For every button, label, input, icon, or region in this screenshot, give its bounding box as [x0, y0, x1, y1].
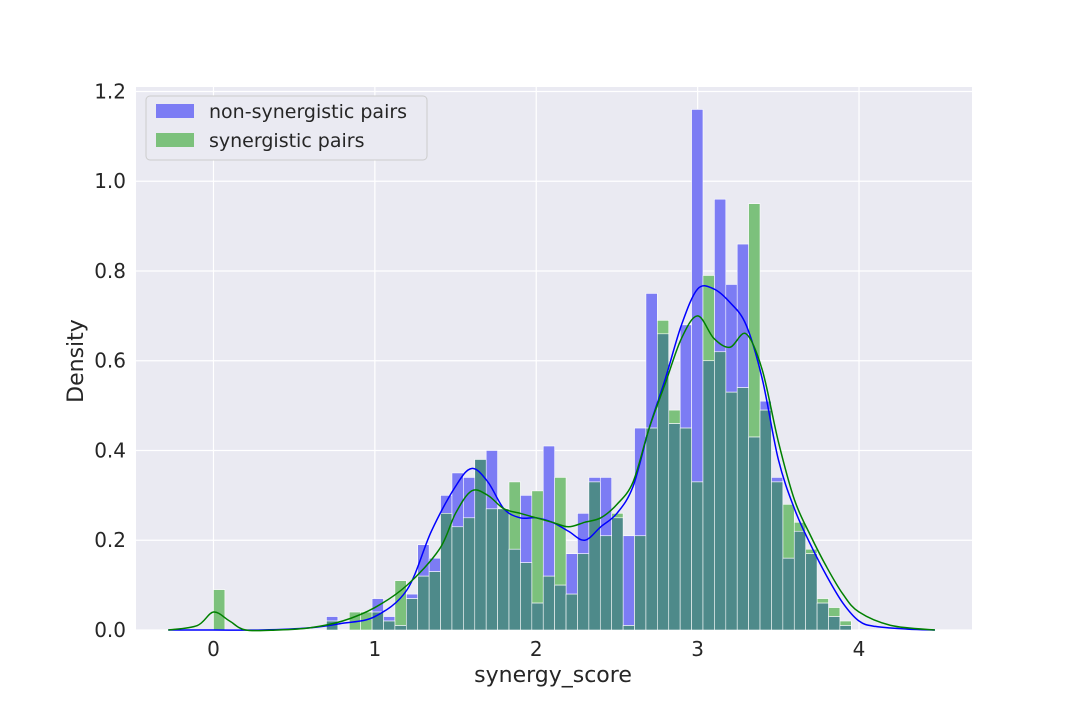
bar-overlap-23 [588, 481, 601, 631]
bar-overlap-13 [474, 459, 487, 631]
y-tick-label-6: 1.2 [94, 79, 126, 103]
bar-overlap-24 [599, 535, 612, 631]
bar-overlap-45 [839, 625, 852, 631]
legend-box [145, 95, 428, 161]
overlap-bars [326, 333, 852, 631]
y-tick-label-5: 1.0 [94, 169, 126, 193]
kde-lines [168, 284, 935, 632]
bar-overlap-7 [406, 598, 419, 631]
bar-overlap-32 [691, 481, 704, 631]
legend-swatch-synergistic [156, 133, 194, 147]
legend-label-synergistic: synergistic pairs [209, 130, 365, 152]
bar-overlap-20 [554, 584, 567, 631]
bar-non-synergistic-39 [771, 477, 784, 483]
bar-non-synergistic-31 [679, 324, 692, 429]
bar-overlap-6 [394, 625, 407, 631]
bar-non-synergistic-0 [326, 616, 339, 622]
bar-overlap-44 [828, 616, 841, 631]
bar-overlap-21 [565, 593, 578, 631]
bar-overlap-34 [714, 351, 727, 631]
bar-overlap-17 [520, 562, 533, 631]
bar-synergistic-37 [748, 203, 761, 438]
bar-overlap-28 [645, 427, 658, 631]
bar-overlap-22 [577, 553, 590, 631]
bar-synergistic-43 [816, 598, 829, 604]
bar-synergistic-29 [657, 320, 670, 335]
x-tick-label-1: 1 [368, 637, 381, 661]
bar-overlap-9 [428, 571, 441, 631]
bar-overlap-8 [417, 575, 430, 631]
bar-overlap-26 [622, 625, 635, 631]
bar-overlap-31 [679, 427, 692, 631]
bar-non-synergistic-23 [588, 477, 601, 483]
bar-overlap-33 [702, 360, 715, 631]
bar-overlap-10 [440, 513, 453, 631]
bar-overlap-14 [485, 508, 498, 631]
bar-synergistic-40 [782, 504, 795, 559]
kde-line-non-synergistic [168, 284, 935, 631]
bar-overlap-40 [782, 557, 795, 631]
bar-overlap-25 [611, 517, 624, 631]
y-tick-label-0: 0.0 [94, 618, 126, 642]
grid-lines [136, 87, 972, 631]
bar-overlap-43 [816, 602, 829, 631]
bar-non-synergistic-24 [599, 477, 612, 537]
bar-overlap-41 [793, 530, 806, 631]
bar-non-synergistic-34 [714, 198, 727, 353]
bar-overlap-18 [531, 602, 544, 631]
bar-synergistic-18 [531, 490, 544, 604]
x-tick-labels: 0 1 2 3 4 [207, 637, 865, 661]
bar-synergistic-zero [213, 589, 226, 631]
legend: non-synergistic pairs synergistic pairs [145, 95, 428, 161]
bar-overlap-27 [634, 535, 647, 631]
x-tick-label-0: 0 [207, 637, 220, 661]
non-synergistic-bars [326, 109, 784, 626]
x-axis-label: synergy_score [474, 663, 632, 688]
y-tick-label-2: 0.4 [94, 438, 126, 462]
bar-synergistic-20 [554, 477, 567, 586]
bar-non-synergistic-7 [406, 593, 419, 599]
bar-overlap-35 [725, 391, 738, 631]
bar-non-synergistic-5 [383, 616, 396, 622]
bar-synergistic-45 [839, 620, 852, 626]
y-tick-label-3: 0.6 [94, 349, 126, 373]
bar-overlap-19 [542, 575, 555, 631]
synergistic-bars [213, 203, 852, 631]
bar-non-synergistic-19 [542, 445, 555, 577]
bar-overlap-16 [508, 548, 521, 631]
bar-non-synergistic-26 [622, 535, 635, 626]
bar-overlap-15 [497, 508, 510, 631]
legend-label-non-synergistic: non-synergistic pairs [209, 101, 407, 123]
y-tick-label-4: 0.8 [94, 259, 126, 283]
bar-overlap-5 [383, 620, 396, 631]
bar-overlap-42 [805, 553, 818, 631]
bar-overlap-36 [736, 387, 749, 631]
bar-overlap-38 [759, 409, 772, 631]
kde-line-synergistic [168, 315, 935, 632]
bar-synergistic-44 [828, 607, 841, 617]
y-tick-labels: 0.0 0.2 0.4 0.6 0.8 1.0 1.2 [94, 79, 126, 642]
bar-non-synergistic-36 [736, 243, 749, 388]
x-tick-label-2: 2 [530, 637, 543, 661]
bar-overlap-11 [451, 526, 464, 631]
bar-overlap-12 [463, 517, 476, 631]
bar-non-synergistic-17 [520, 495, 533, 563]
x-tick-label-4: 4 [853, 637, 866, 661]
bar-overlap-39 [771, 481, 784, 631]
y-axis-label: Density [64, 319, 89, 403]
bar-non-synergistic-22 [577, 513, 590, 555]
bar-non-synergistic-14 [485, 450, 498, 510]
y-tick-label-1: 0.2 [94, 528, 126, 552]
bar-overlap-30 [668, 423, 681, 631]
x-tick-label-3: 3 [691, 637, 704, 661]
bar-overlap-37 [748, 436, 761, 631]
bar-non-synergistic-21 [565, 553, 578, 595]
legend-swatch-non-synergistic [156, 104, 194, 118]
bar-synergistic-30 [668, 409, 681, 424]
